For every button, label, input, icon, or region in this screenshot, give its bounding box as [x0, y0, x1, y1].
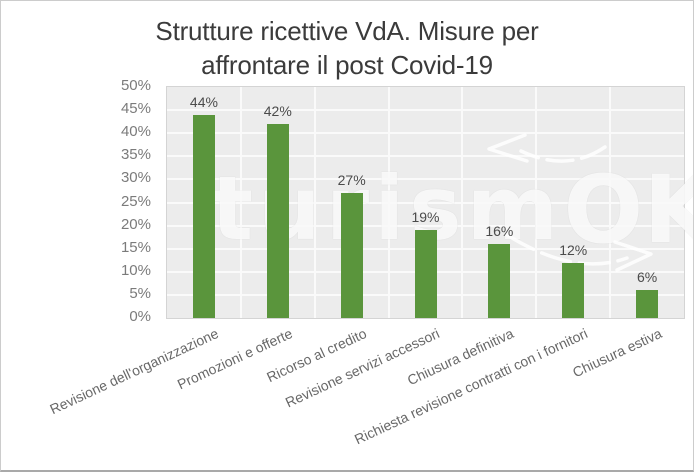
- y-tick-label: 10%: [120, 261, 151, 279]
- x-gridline: [239, 87, 242, 318]
- bar-7: [636, 290, 659, 318]
- bar-4: [414, 230, 437, 318]
- chart-title-line-2: affrontare il post Covid-19: [201, 50, 493, 80]
- chart-title-line-1: Strutture ricettive VdA. Misure per: [155, 16, 539, 46]
- y-gridline: [167, 178, 684, 181]
- y-tick-label: 50%: [120, 77, 151, 94]
- y-tick-label: 0%: [129, 308, 151, 325]
- bar-3: [340, 193, 363, 318]
- x-gridline: [609, 87, 612, 318]
- y-tick-label: 5%: [129, 284, 151, 302]
- bar-6: [562, 262, 585, 318]
- y-tick-label: 20%: [120, 215, 151, 233]
- chart-title: Strutture ricettive VdA. Misure per affr…: [1, 14, 693, 82]
- y-tick-label: 15%: [120, 238, 151, 256]
- x-gridline: [461, 87, 464, 318]
- y-tick-label: 25%: [120, 192, 151, 210]
- bar-value-label: 16%: [485, 223, 514, 240]
- bar-value-label: 19%: [411, 209, 440, 226]
- y-gridline: [167, 155, 684, 158]
- bar-2: [266, 123, 289, 318]
- bar-value-label: 27%: [337, 172, 366, 189]
- x-gridline: [313, 87, 316, 318]
- y-gridline: [167, 201, 684, 204]
- y-tick-label: 45%: [120, 100, 151, 118]
- bar-value-label: 6%: [636, 269, 658, 286]
- y-gridline: [167, 132, 684, 135]
- y-tick-label: 30%: [120, 169, 151, 187]
- x-gridline: [535, 87, 538, 318]
- bar-1: [192, 114, 215, 318]
- bar-value-label: 42%: [263, 102, 292, 119]
- x-gridline: [387, 87, 390, 318]
- y-gridline: [167, 224, 684, 227]
- bar-value-label: 12%: [559, 241, 588, 258]
- bar-value-label: 44%: [189, 93, 218, 110]
- y-tick-label: 35%: [120, 146, 151, 164]
- plot-area: turism OK 44%42%27%19%16%12%6%: [166, 86, 693, 319]
- y-tick-label: 40%: [120, 123, 151, 141]
- y-gridline: [167, 109, 684, 112]
- bar-5: [488, 244, 511, 318]
